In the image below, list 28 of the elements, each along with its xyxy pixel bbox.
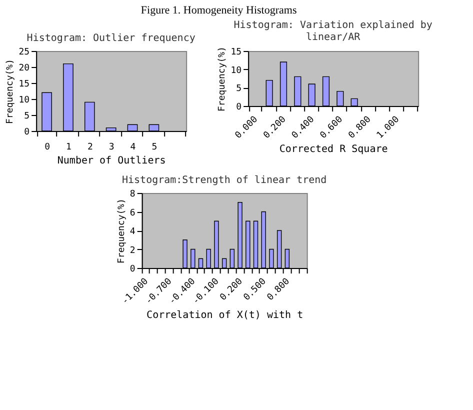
y-tick-label: 4: [130, 227, 136, 237]
y-tick-label: 20: [18, 64, 30, 74]
y-tick-label: 10: [18, 96, 30, 106]
x-axis-title: Number of Outliers: [57, 156, 166, 166]
y-axis-title: Frequency(%): [218, 46, 228, 112]
y-tick-label: 0: [130, 264, 136, 274]
y-tick-label: 25: [18, 48, 30, 58]
y-axis-title: Frequency(%): [116, 198, 127, 264]
x-tick-label: 5: [152, 142, 158, 152]
y-tick-label: 10: [230, 66, 242, 76]
y-tick-label: 15: [18, 80, 30, 90]
y-tick-label: 15: [230, 48, 242, 58]
y-tick-label: 0: [236, 102, 242, 112]
x-tick-label: 0: [44, 142, 50, 152]
chart-title: Histogram: Outlier frequency: [26, 33, 196, 44]
x-tick-label: 2: [87, 142, 93, 152]
x-tick-label: 1: [66, 142, 72, 152]
y-axis-title: Frequency(%): [6, 58, 16, 124]
x-tick-label: 3: [108, 142, 114, 152]
caption: Figure 1. Homogeneity Histograms: [140, 4, 297, 16]
y-tick-label: 6: [130, 208, 136, 218]
x-axis-title: Corrected R Square: [279, 144, 388, 156]
x-axis-title: Correlation of X(t) with t: [146, 310, 304, 322]
chart-title: Histogram: Variation explained by linear/AR: [234, 20, 432, 43]
chart-title: Histogram:Strength of linear trend: [122, 175, 327, 186]
y-tick-label: 5: [236, 84, 242, 94]
y-tick-label: 8: [130, 190, 136, 200]
y-tick-label: 2: [130, 246, 136, 256]
